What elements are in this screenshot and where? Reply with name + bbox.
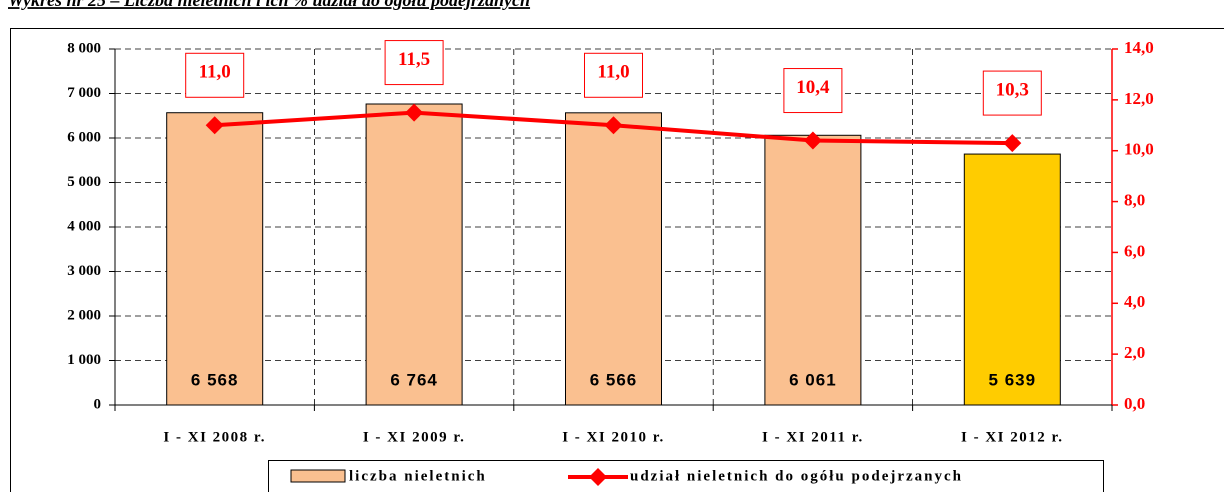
value-label-box (384, 40, 444, 86)
legend-label: liczba nieletnich (349, 468, 487, 484)
line-marker (405, 103, 424, 122)
y-tick-label: 8 000 (67, 40, 101, 56)
y2-tick-label: 0,0 (1124, 394, 1145, 413)
line-marker (604, 116, 623, 135)
value-label-box (982, 70, 1042, 116)
value-label-box (783, 68, 843, 114)
value-label-box (185, 52, 245, 98)
x-tick-label: I - XI 2012 r. (961, 429, 1064, 445)
bar (764, 134, 862, 406)
line-value-label: 10,3 (996, 79, 1029, 100)
line-value-label: 11,0 (597, 62, 629, 83)
legend-swatch (290, 469, 346, 483)
bar-value-label: 5 639 (989, 370, 1037, 389)
bar-value-label: 6 566 (590, 370, 638, 389)
line-marker (1003, 134, 1022, 153)
x-tick-label: I - XI 2011 r. (762, 429, 864, 445)
line-value-label: 11,0 (199, 62, 231, 83)
bar (166, 112, 264, 406)
y2-tick-label: 8,0 (1124, 190, 1145, 209)
y2-tick-label: 10,0 (1124, 140, 1154, 159)
y-tick-label: 2 000 (67, 307, 101, 323)
bar (565, 112, 662, 406)
y2-tick-label: 4,0 (1124, 292, 1145, 311)
x-tick-label: I - XI 2009 r. (363, 429, 466, 445)
y-tick-label: 5 000 (67, 174, 101, 190)
line-marker (803, 131, 822, 150)
y2-tick-label: 2,0 (1124, 343, 1145, 362)
bar-value-label: 6 764 (390, 370, 438, 389)
y-tick-label: 7 000 (67, 85, 101, 101)
bar (365, 103, 463, 406)
x-tick-label: I - XI 2010 r. (562, 429, 665, 445)
legend-marker (589, 468, 607, 486)
bar (963, 153, 1061, 406)
chart-frame (10, 28, 1224, 492)
y-tick-label: 0 (94, 396, 102, 412)
y-tick-label: 3 000 (67, 263, 101, 279)
y2-tick-label: 6,0 (1124, 241, 1145, 260)
x-tick-label: I - XI 2008 r. (163, 429, 266, 445)
y-tick-label: 1 000 (67, 352, 101, 368)
y2-tick-label: 12,0 (1124, 89, 1154, 108)
y-tick-label: 6 000 (67, 129, 101, 145)
legend-label: udział nieletnich do ogółu podejrzanych (630, 468, 963, 484)
bar-value-label: 6 568 (191, 370, 239, 389)
legend-box (268, 460, 1104, 492)
chart-title: Wykres nr 25 – Liczba nieletnich i ich %… (8, 0, 530, 10)
bar-value-label: 6 061 (789, 370, 837, 389)
line-value-label: 10,4 (796, 77, 830, 98)
line-value-label: 11,5 (398, 49, 430, 70)
y2-tick-label: 14,0 (1124, 38, 1154, 57)
value-label-box (584, 52, 643, 98)
y-tick-label: 4 000 (67, 218, 101, 234)
line-marker (205, 116, 224, 135)
